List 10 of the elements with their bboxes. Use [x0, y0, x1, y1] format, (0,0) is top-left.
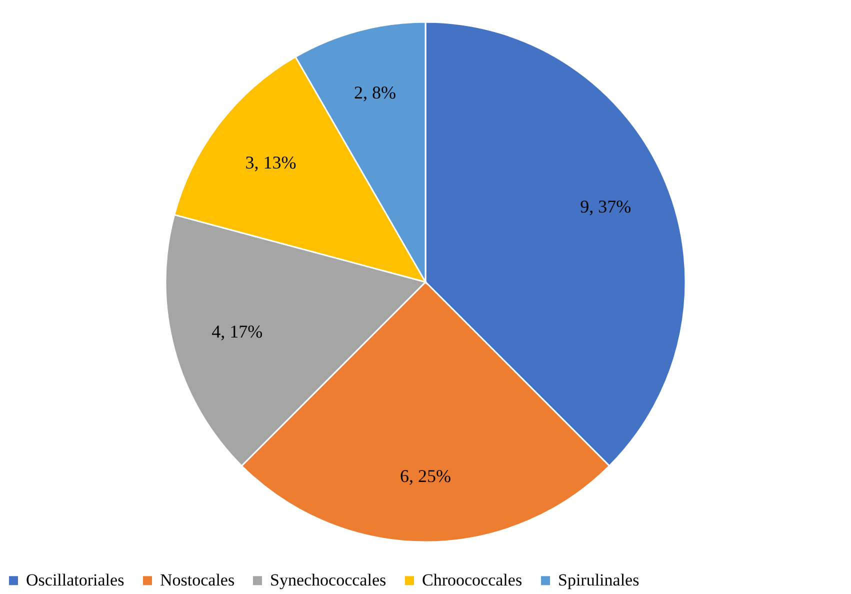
data-label: 2, 8%	[354, 82, 396, 103]
data-label: 4, 17%	[212, 321, 263, 342]
legend-label: Synechococcales	[270, 570, 386, 590]
legend-label: Nostocales	[160, 570, 235, 590]
data-label: 9, 37%	[580, 196, 632, 216]
legend-label: Chroococcales	[422, 570, 522, 590]
data-label: 3, 13%	[245, 152, 296, 172]
data-label: 6, 25%	[400, 466, 451, 486]
legend-label: Spirulinales	[558, 570, 640, 590]
legend-label: Oscillatoriales	[26, 570, 124, 590]
